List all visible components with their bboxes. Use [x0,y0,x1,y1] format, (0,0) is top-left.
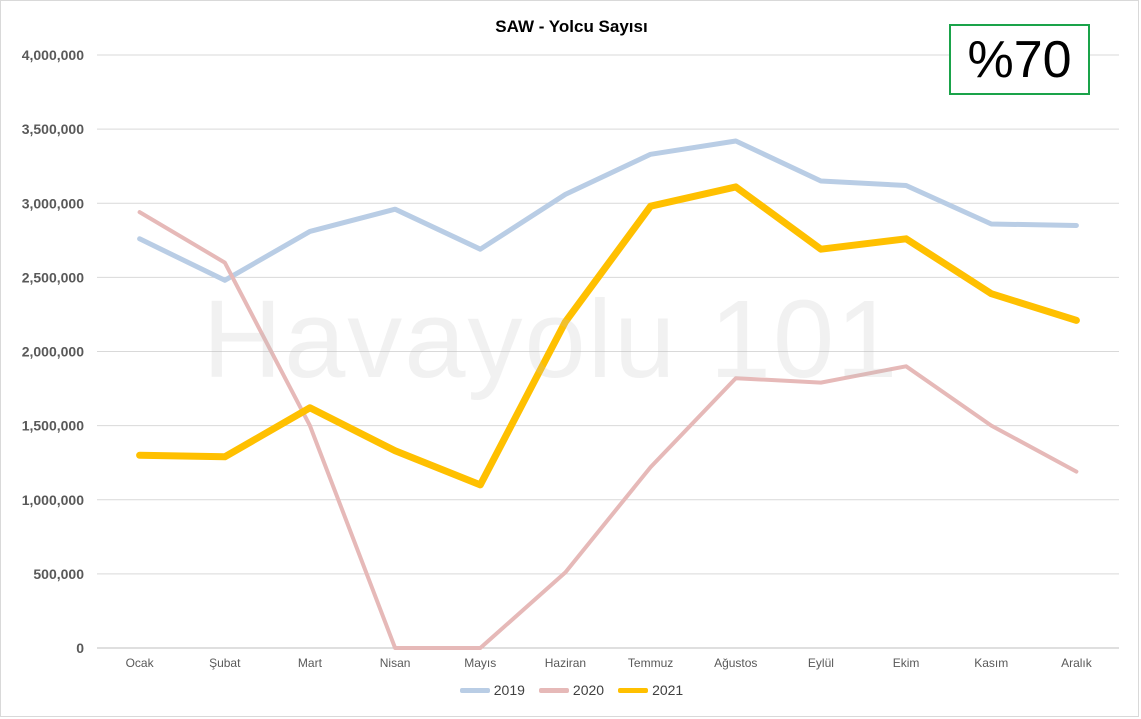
x-tick-label: Temmuz [628,656,673,670]
y-tick-label: 1,000,000 [22,492,84,508]
y-tick-label: 0 [76,640,84,656]
legend-label-2021: 2021 [652,682,684,698]
x-tick-label: Haziran [545,656,586,670]
legend-item-2020: 2020 [538,682,605,698]
y-tick-label: 2,500,000 [22,269,84,285]
y-tick-label: 3,500,000 [22,121,84,137]
y-tick-label: 4,000,000 [22,47,84,63]
y-tick-label: 3,000,000 [22,195,84,211]
x-tick-label: Ağustos [714,656,757,670]
y-tick-label: 2,000,000 [22,344,84,360]
legend-swatch-2021 [618,687,649,693]
y-tick-label: 1,500,000 [22,418,84,434]
legend-item-2021: 2021 [618,682,683,698]
legend-item-2019: 2019 [459,682,525,698]
x-tick-label: Şubat [209,656,241,670]
x-tick-label: Nisan [380,656,411,670]
legend-label-2020: 2020 [572,682,605,698]
legend-swatch-2020 [538,687,569,693]
series-line-2020 [137,210,1079,650]
x-tick-label: Eylül [808,656,834,670]
x-tick-label: Mart [298,656,323,670]
x-tick-label: Kasım [974,656,1008,670]
x-tick-label: Ekim [893,656,920,670]
series-line-2019 [137,138,1079,283]
legend-swatch-2019 [459,687,490,693]
x-tick-label: Aralık [1061,656,1093,670]
percentage-badge: %70 [949,24,1090,95]
chart-title: SAW - Yolcu Sayısı [495,17,648,36]
x-tick-label: Ocak [126,656,155,670]
series-line-2021 [136,183,1080,489]
x-tick-label: Mayıs [464,656,496,670]
chart-legend: 2019 2020 2021 [1,682,1141,698]
legend-label-2019: 2019 [493,682,525,698]
y-tick-label: 500,000 [33,566,84,582]
